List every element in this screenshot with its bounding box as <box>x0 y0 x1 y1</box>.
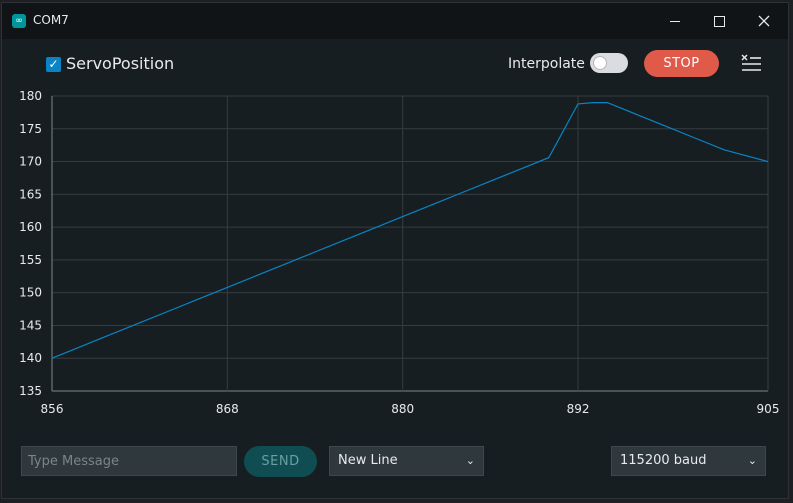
y-tick-label: 165 <box>19 187 42 201</box>
x-tick-label: 856 <box>41 402 64 416</box>
y-tick-label: 145 <box>19 318 42 332</box>
window-title: COM7 <box>33 13 69 27</box>
y-tick-label: 140 <box>19 351 42 365</box>
toggle-knob <box>593 56 607 70</box>
x-tick-label: 868 <box>216 402 239 416</box>
y-tick-label: 135 <box>19 384 42 398</box>
y-tick-label: 150 <box>19 286 42 300</box>
arduino-icon: ∞ <box>12 14 26 28</box>
plotter-toolbar: ✓ ServoPosition Interpolate STOP <box>2 39 788 89</box>
minimize-icon <box>670 20 680 22</box>
y-tick-label: 160 <box>19 220 42 234</box>
message-input[interactable] <box>21 446 237 476</box>
close-button[interactable] <box>741 3 787 39</box>
clear-output-icon[interactable] <box>740 53 762 73</box>
x-tick-label: 880 <box>391 402 414 416</box>
minimize-button[interactable] <box>652 3 698 39</box>
y-tick-label: 170 <box>19 155 42 169</box>
stop-button[interactable]: STOP <box>644 50 719 77</box>
series-label[interactable]: ServoPosition <box>66 54 175 73</box>
y-tick-label: 180 <box>19 89 42 103</box>
x-tick-label: 892 <box>567 402 590 416</box>
close-icon <box>758 15 770 27</box>
send-button[interactable]: SEND <box>244 446 317 477</box>
maximize-icon <box>713 15 725 27</box>
interpolate-toggle[interactable] <box>590 53 628 73</box>
maximize-button[interactable] <box>696 3 742 39</box>
line-ending-select[interactable]: New Line ⌄ <box>329 446 484 476</box>
serial-input-bar: SEND New Line ⌄ 115200 baud ⌄ <box>0 444 793 480</box>
interpolate-label: Interpolate <box>508 56 585 72</box>
baud-rate-select[interactable]: 115200 baud ⌄ <box>611 446 766 476</box>
y-tick-label: 175 <box>19 122 42 136</box>
line-ending-value: New Line <box>338 453 398 468</box>
series-checkbox[interactable]: ✓ <box>46 57 61 72</box>
series-line <box>51 101 769 359</box>
title-bar: ∞ COM7 <box>2 3 788 39</box>
y-tick-label: 155 <box>19 253 42 267</box>
x-tick-label: 905 <box>757 402 780 416</box>
baud-rate-value: 115200 baud <box>620 453 707 468</box>
chevron-down-icon: ⌄ <box>465 454 475 467</box>
chevron-down-icon: ⌄ <box>747 454 757 467</box>
plot-area: 180 175 170 165 160 155 150 145 140 135 856 868 880 8… <box>19 89 780 416</box>
